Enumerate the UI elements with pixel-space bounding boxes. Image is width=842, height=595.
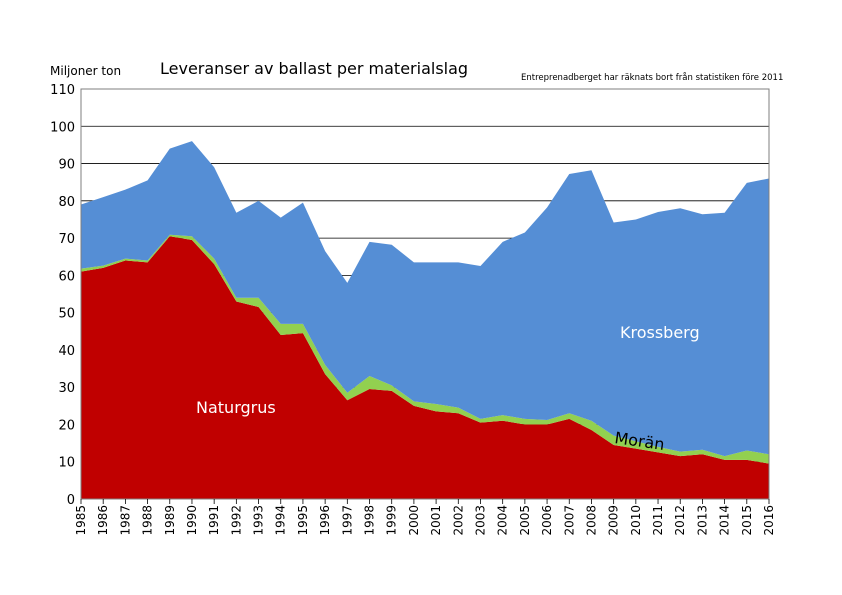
x-tick-label: 1996 <box>318 505 332 536</box>
x-tick-label: 2003 <box>473 505 487 536</box>
x-tick-label: 1985 <box>74 505 88 536</box>
x-tick-label: 2005 <box>518 505 532 536</box>
x-tick-label: 2014 <box>718 505 732 536</box>
x-tick-label: 2015 <box>740 505 754 536</box>
y-tick-label: 80 <box>58 195 75 210</box>
y-tick-label: 30 <box>58 381 75 396</box>
x-tick-label: 1997 <box>340 505 354 536</box>
x-tick-label: 2001 <box>429 505 443 536</box>
x-tick-label: 1988 <box>141 505 155 536</box>
y-axis-ticks: 0 10 20 30 40 50 60 70 80 90 100 110 <box>50 83 75 508</box>
y-tick-label: 20 <box>58 418 75 433</box>
x-tick-label: 1989 <box>163 505 177 536</box>
y-tick-label: 60 <box>58 269 75 284</box>
chart-title: Leveranser av ballast per materialslag <box>160 59 468 78</box>
x-tick-label: 1995 <box>296 505 310 536</box>
chart-note: Entreprenadberget har räknats bort från … <box>521 72 783 83</box>
x-tick-label: 1990 <box>185 505 199 536</box>
x-tick-label: 1992 <box>229 505 243 536</box>
x-tick-label: 2016 <box>762 505 776 536</box>
y-tick-label: 10 <box>58 456 75 471</box>
x-tick-label: 2013 <box>695 505 709 536</box>
y-tick-label: 40 <box>58 344 75 359</box>
x-tick-label: 2000 <box>407 505 421 536</box>
label-naturgrus: Naturgrus <box>196 398 276 417</box>
x-tick-label: 1994 <box>274 505 288 536</box>
y-tick-label: 70 <box>58 232 75 247</box>
label-krossberg: Krossberg <box>620 323 700 342</box>
area-krossberg <box>81 141 769 457</box>
y-tick-label: 90 <box>58 158 75 173</box>
x-tick-label: 2012 <box>673 505 687 536</box>
x-tick-label: 2011 <box>651 505 665 536</box>
x-tick-label: 1987 <box>118 505 132 536</box>
x-tick-label: 2006 <box>540 505 554 536</box>
x-tick-label: 2008 <box>584 505 598 536</box>
y-tick-label: 100 <box>50 120 75 135</box>
x-tick-label: 1999 <box>385 505 399 536</box>
y-tick-label: 50 <box>58 307 75 322</box>
x-tick-label: 2009 <box>607 505 621 536</box>
x-tick-label: 1998 <box>363 505 377 536</box>
y-tick-label: 0 <box>67 493 75 508</box>
x-tick-label: 1986 <box>96 505 110 536</box>
x-tick-label: 2007 <box>562 505 576 536</box>
x-tick-label: 2004 <box>496 505 510 536</box>
x-tick-label: 1991 <box>207 505 221 536</box>
plot-frame <box>80 88 770 500</box>
x-tick-label: 2002 <box>451 505 465 536</box>
y-axis-label: Miljoner ton <box>50 64 121 78</box>
stacked-areas <box>81 141 769 500</box>
y-tick-label: 110 <box>50 83 75 98</box>
x-tick-label: 1993 <box>252 505 266 536</box>
x-tick-label: 2010 <box>629 505 643 536</box>
x-axis-ticks: 1985 1986 1987 1988 1989 1990 1991 1992 1993 1994… <box>74 499 776 536</box>
area-naturgrus <box>81 236 769 500</box>
